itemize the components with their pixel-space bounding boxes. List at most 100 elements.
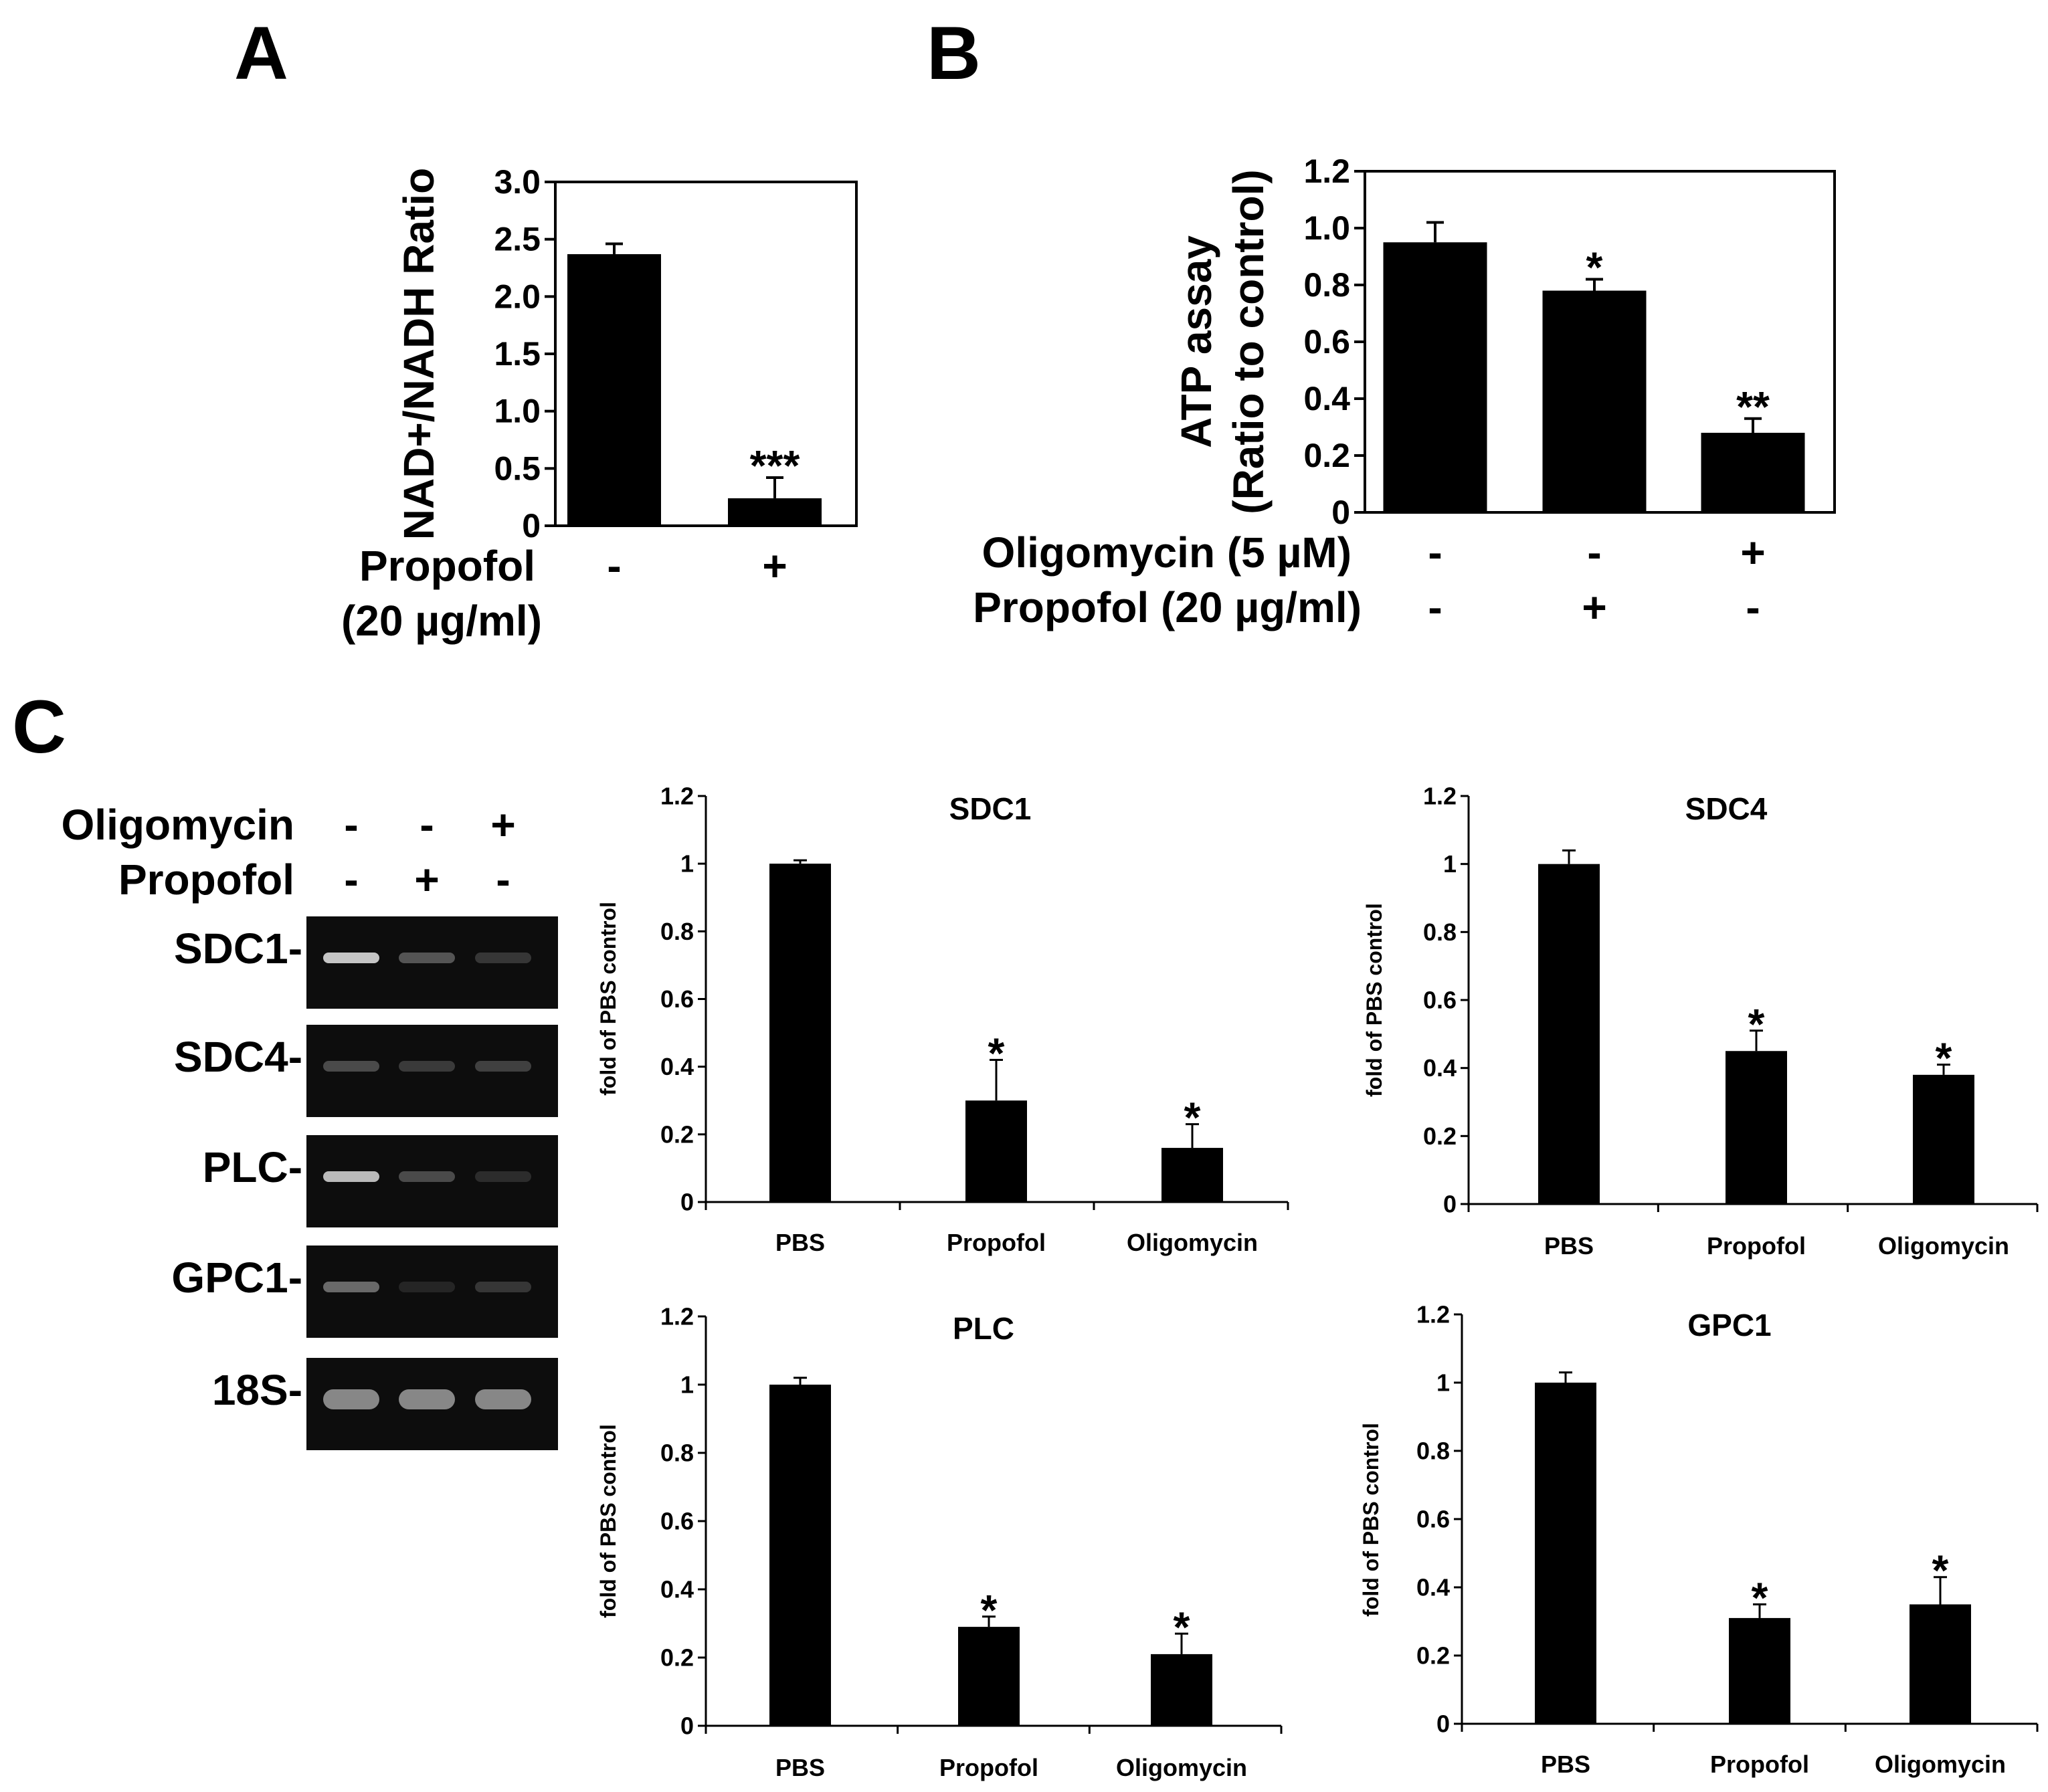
y-tick-label: 1 <box>680 1371 694 1399</box>
gel-oligomycin-lane-1: - <box>344 801 358 849</box>
y-axis-label: (Ratio to control) <box>1224 169 1273 514</box>
significance-marker: * <box>1932 1547 1949 1595</box>
chart-atp-assay: 00.20.40.60.81.01.2***ATP assay (Ratio to… <box>1172 153 1836 531</box>
propofol-row-label: Propofol <box>359 542 535 590</box>
y-tick-label: 0.4 <box>1416 1574 1450 1601</box>
gel-propofol-lane-2: + <box>414 856 439 904</box>
gel-band <box>399 1171 455 1182</box>
bar <box>958 1627 1020 1726</box>
y-tick-label: 1.0 <box>494 393 541 430</box>
gel-band <box>399 953 455 963</box>
gel-band <box>399 1061 455 1072</box>
y-tick-label: 0.8 <box>660 918 694 945</box>
x-tick-label: PBS <box>1541 1751 1590 1778</box>
y-tick-label: 0.6 <box>1303 323 1350 361</box>
y-tick-label: 1.0 <box>1303 209 1350 247</box>
bar <box>728 498 822 526</box>
gel-propofol-lane-1: - <box>344 856 358 904</box>
x-tick-label: Oligomycin <box>1875 1751 2006 1778</box>
significance-marker: * <box>1748 1000 1765 1048</box>
y-tick-label: 0.2 <box>1303 437 1350 474</box>
gel-band <box>475 1282 531 1292</box>
gel-band <box>475 1389 531 1409</box>
y-tick-label: 0 <box>1436 1710 1450 1738</box>
y-axis-label: ATP assay <box>1172 235 1220 448</box>
bar <box>567 254 661 526</box>
y-tick-label: 0.8 <box>1423 918 1457 946</box>
y-tick-label: 0.8 <box>660 1439 694 1467</box>
gel-band <box>323 1389 379 1409</box>
oligomycin-value-2: - <box>1587 528 1601 577</box>
y-tick-label: 0.8 <box>1303 266 1350 304</box>
propofol-value-3: - <box>1746 583 1760 631</box>
y-tick-label: 2.0 <box>494 278 541 315</box>
y-tick-label: 1 <box>680 850 694 878</box>
y-tick-label: 0.2 <box>660 1644 694 1672</box>
y-tick-label: 0 <box>1443 1191 1457 1218</box>
significance-marker: *** <box>750 441 800 490</box>
chart-title: PLC <box>953 1311 1014 1346</box>
gel-band <box>475 1061 531 1072</box>
gel-row-label: 18S- <box>212 1366 302 1414</box>
y-tick-label: 0.2 <box>1423 1122 1457 1150</box>
x-tick-label: Propofol <box>1710 1751 1809 1778</box>
gel-row-label: GPC1- <box>171 1254 302 1302</box>
y-tick-label: 0.4 <box>660 1053 694 1080</box>
panel-letter-a: A <box>234 11 288 95</box>
bar <box>1161 1148 1223 1202</box>
bar <box>1542 290 1647 512</box>
chart-title: GPC1 <box>1687 1308 1771 1342</box>
significance-marker: * <box>1586 243 1603 292</box>
bar <box>1151 1654 1212 1726</box>
propofol-value-control: - <box>607 542 621 590</box>
x-tick-label: Oligomycin <box>1127 1229 1258 1256</box>
significance-marker: * <box>1174 1603 1190 1651</box>
propofol-row-label-b: Propofol (20 µg/ml) <box>973 583 1362 631</box>
y-tick-label: 1.2 <box>1303 153 1350 190</box>
y-tick-label: 0.5 <box>494 450 541 487</box>
chart-title: SDC1 <box>949 791 1032 826</box>
y-tick-label: 3.0 <box>494 163 541 201</box>
bar <box>1729 1617 1790 1724</box>
chart-plc: 0 0.2 0.4 0.6 0.8 1 1.2 PBS * Propofol * Oligomycin… <box>596 1303 1283 1781</box>
gel-row-label: SDC1- <box>174 924 302 973</box>
y-axis-label: fold of PBS control <box>596 1424 620 1618</box>
bar <box>1910 1604 1971 1724</box>
significance-marker: * <box>1184 1094 1201 1142</box>
gel-row-label: SDC4- <box>174 1033 302 1081</box>
oligomycin-row-label: Oligomycin (5 µM) <box>982 528 1352 577</box>
gel-oligomycin-lane-3: + <box>490 801 515 849</box>
chart-nad-nadh-ratio: 0 0.5 1.0 1.5 2.0 2.5 3.0 *** NAD+/NADH Ratio <box>395 163 858 544</box>
gel-band <box>323 953 379 963</box>
significance-marker: * <box>988 1029 1005 1078</box>
bar <box>965 1100 1027 1202</box>
propofol-value-2: + <box>1582 583 1606 631</box>
y-tick-label: 0.8 <box>1416 1437 1450 1465</box>
y-tick-label: 0 <box>1331 494 1350 531</box>
x-tick-label: Oligomycin <box>1878 1232 2009 1260</box>
y-tick-label: 2.5 <box>494 221 541 258</box>
chart-sdc1: 0 0.2 0.4 0.6 0.8 1 1.2 PBS * Propofol * Oligomycin… <box>596 783 1289 1256</box>
bar <box>1538 864 1600 1204</box>
y-tick-label: 1.2 <box>1416 1301 1450 1328</box>
y-tick-label: 0.6 <box>660 1508 694 1535</box>
gel-propofol-label: Propofol <box>118 856 294 904</box>
bar <box>769 864 831 1202</box>
propofol-value-treated: + <box>762 542 787 590</box>
treatment-table-b: Oligomycin (5 µM) Propofol (20 µg/ml) - … <box>973 528 1766 631</box>
y-axis-label: fold of PBS control <box>596 902 620 1096</box>
y-tick-label: 0.4 <box>1423 1054 1457 1082</box>
gel-oligomycin-lane-2: - <box>420 801 434 849</box>
gel-band <box>323 1282 379 1292</box>
y-tick-label: 0.2 <box>1416 1642 1450 1670</box>
propofol-dose-label: (20 µg/ml) <box>341 597 542 645</box>
y-tick-label: 0.6 <box>1423 987 1457 1014</box>
x-tick-label: Propofol <box>939 1754 1038 1781</box>
significance-marker: * <box>1936 1034 1952 1082</box>
gel-band <box>399 1282 455 1292</box>
bar <box>769 1385 831 1726</box>
gel-band <box>475 1171 531 1182</box>
gel-row-label: PLC- <box>203 1143 302 1191</box>
bar <box>1913 1074 1974 1204</box>
bar <box>1535 1383 1596 1724</box>
